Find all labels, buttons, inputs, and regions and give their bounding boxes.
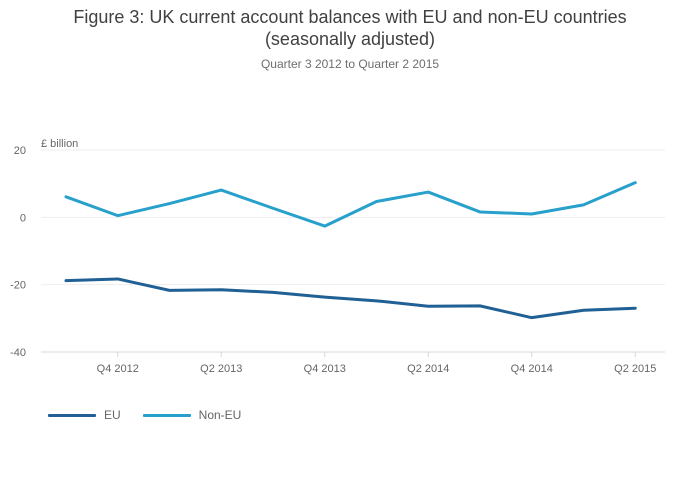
chart-title: Figure 3: UK current account balances wi…: [0, 6, 700, 50]
x-axis: Q4 2012 Q2 2013 Q4 2013 Q2 2014 Q4 2014 Q2 20…: [97, 352, 656, 375]
x-tick-label: Q2 2014: [407, 363, 449, 375]
x-tick-label: Q2 2015: [614, 363, 656, 375]
series-line-eu: [64, 277, 637, 320]
gridlines: [41, 149, 665, 353]
series-lines: [64, 181, 637, 320]
x-tick-label: Q4 2014: [511, 363, 553, 375]
legend: EU Non-EU: [48, 408, 263, 422]
y-axis-label: £ billion: [41, 138, 78, 150]
legend-label: EU: [104, 408, 121, 422]
y-tick-label: -40: [10, 347, 26, 359]
y-tick-label: -20: [10, 280, 26, 292]
legend-item-eu[interactable]: EU: [48, 408, 121, 422]
legend-label: Non-EU: [198, 408, 242, 422]
line-chart: 200-20-40 Q4 2012 Q2 2013 Q4 2013 Q2 2014 Q4…: [10, 138, 665, 375]
y-tick-label: 20: [14, 145, 26, 157]
x-tick-label: Q2 2013: [200, 363, 242, 375]
x-tick-label: Q4 2012: [97, 363, 139, 375]
chart-title-line-2: (seasonally adjusted): [264, 29, 436, 49]
legend-swatch: [142, 413, 191, 417]
y-axis: 20 0 -20 -40: [10, 145, 26, 359]
legend-item-non-eu[interactable]: Non-EU: [142, 408, 242, 422]
y-tick-label: 0: [20, 212, 26, 224]
chart-title-line-1: Figure 3: UK current account balances wi…: [73, 7, 627, 27]
x-tick-label: Q4 2013: [304, 363, 346, 375]
series-line-non-eu: [64, 181, 637, 228]
legend-swatch: [48, 413, 96, 417]
chart-subtitle: Quarter 3 2012 to Quarter 2 2015: [260, 57, 440, 71]
